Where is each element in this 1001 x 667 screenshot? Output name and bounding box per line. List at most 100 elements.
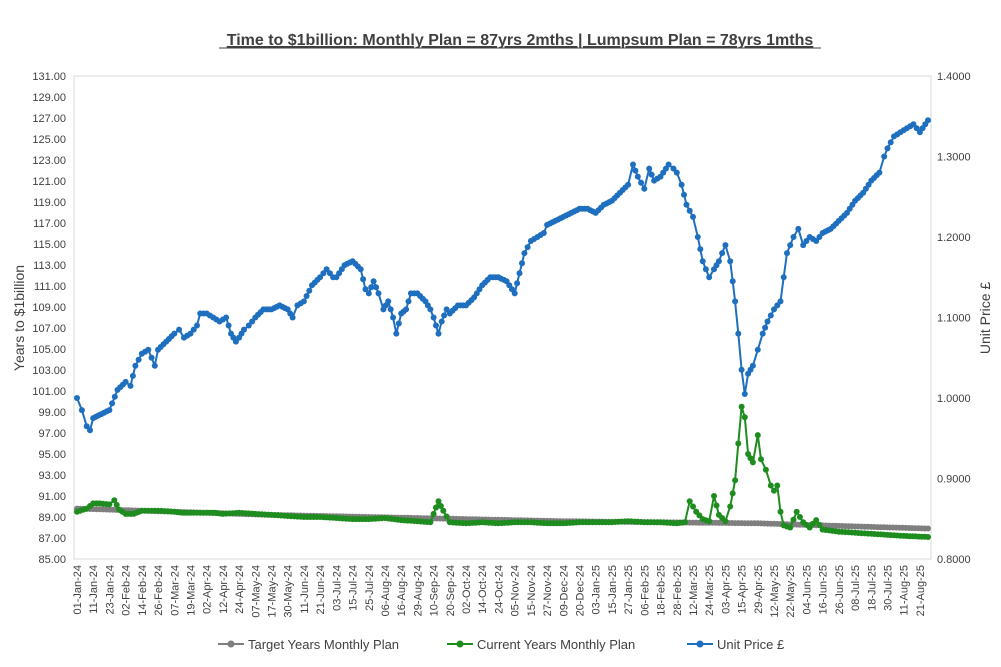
data-point <box>373 284 380 291</box>
data-point <box>113 501 120 508</box>
legend-marker <box>696 640 704 648</box>
data-point <box>306 287 313 294</box>
x-tick-label: 30-May-24 <box>283 565 295 618</box>
data-point <box>713 502 720 509</box>
x-tick-label: 16-Aug-24 <box>396 565 408 616</box>
data-point <box>519 260 525 267</box>
data-point <box>759 330 766 337</box>
x-tick-label: 12-Apr-24 <box>218 565 230 614</box>
x-tick-label: 17-May-24 <box>267 565 279 618</box>
data-point <box>706 274 713 281</box>
data-point <box>735 440 742 447</box>
series-1 <box>74 403 931 540</box>
data-point <box>232 338 239 345</box>
y-tick-label: 89.00 <box>38 512 66 524</box>
data-point <box>790 234 797 240</box>
data-point <box>741 414 748 421</box>
x-tick-label: 18-Feb-25 <box>656 565 668 616</box>
data-point <box>223 314 230 321</box>
data-point <box>430 510 437 517</box>
data-point <box>362 286 369 293</box>
x-tick-label: 25-Jul-24 <box>364 565 376 611</box>
data-point <box>145 346 152 353</box>
data-point <box>738 366 745 373</box>
data-point <box>368 284 375 291</box>
data-point <box>686 498 693 505</box>
x-tick-label: 15-Jan-25 <box>607 565 619 615</box>
x-tick-label: 15-Nov-24 <box>526 565 538 616</box>
x-tick-label: 07-Mar-24 <box>169 565 181 616</box>
data-point <box>796 514 803 520</box>
data-point <box>925 525 931 532</box>
x-tick-label: 11-Aug-25 <box>899 565 911 616</box>
data-point <box>699 258 706 265</box>
data-point <box>887 139 894 146</box>
y-axis-ticks: 131.00 129.00 127.00 125.00 123.00 121.00 119.… <box>32 71 66 566</box>
x-tick-label: 10-Sep-24 <box>429 565 441 616</box>
y-tick-label: 113.00 <box>33 260 66 272</box>
x-tick-label: 02-Oct-24 <box>461 565 473 614</box>
data-point <box>360 276 367 283</box>
x-tick-label: 27-Jan-25 <box>623 565 635 615</box>
data-point <box>129 372 136 379</box>
data-point <box>690 213 696 220</box>
data-point <box>427 306 434 313</box>
data-point <box>787 242 794 249</box>
x-tick-label: 08-Jul-25 <box>850 565 862 611</box>
x-tick-label: 12-Mar-25 <box>688 565 700 616</box>
data-point <box>741 391 748 397</box>
x-tick-label: 07-May-24 <box>250 565 262 618</box>
y2-tick-label: 0.9000 <box>937 474 971 486</box>
data-point <box>365 290 372 297</box>
y2-tick-label: 1.3000 <box>937 152 971 164</box>
x-tick-label: 29-Apr-25 <box>753 565 765 614</box>
data-point <box>910 121 917 128</box>
y-tick-label: 91.00 <box>38 491 66 503</box>
data-point <box>357 266 364 273</box>
data-point <box>738 403 745 410</box>
data-point <box>681 191 687 198</box>
data-point <box>913 125 920 132</box>
data-point <box>727 258 734 265</box>
data-point <box>395 320 402 327</box>
data-point <box>758 456 764 463</box>
data-point <box>524 244 531 251</box>
data-point <box>646 165 653 172</box>
data-point <box>780 274 787 281</box>
x-tick-label: 15-Apr-25 <box>737 565 749 614</box>
data-point <box>762 466 769 473</box>
y-tick-label: 93.00 <box>38 470 66 482</box>
chart-title: Time to $1billion: Monthly Plan = 87yrs … <box>227 32 814 49</box>
x-tick-label: 21-Aug-25 <box>915 565 927 616</box>
x-tick-label: 24-Oct-24 <box>493 565 505 614</box>
x-tick-label: 14-Oct-24 <box>477 565 489 614</box>
data-point <box>787 524 794 531</box>
x-tick-label: 19-Mar-24 <box>185 565 197 616</box>
data-point <box>686 207 693 214</box>
data-point <box>433 504 439 511</box>
x-tick-label: 23-Jan-24 <box>104 565 116 615</box>
data-point <box>641 185 648 192</box>
data-point <box>443 513 450 520</box>
data-point <box>176 326 183 333</box>
x-tick-label: 06-Aug-24 <box>380 565 392 616</box>
data-point <box>385 298 392 305</box>
data-point <box>925 534 931 540</box>
data-point <box>78 407 85 414</box>
y2-tick-label: 1.0000 <box>937 393 971 405</box>
x-axis-ticks: 01-Jan-24 11-Jan-24 23-Jan-24 02-Feb-24 14-F… <box>72 565 927 618</box>
y-tick-label: 117.00 <box>33 218 66 230</box>
data-point <box>109 400 116 407</box>
x-tick-label: 03-Apr-25 <box>720 565 732 614</box>
data-point <box>630 161 636 168</box>
y-axis-title: Years to $1billion <box>11 265 27 371</box>
data-point <box>375 290 382 297</box>
legend-label: Target Years Monthly Plan <box>248 637 399 652</box>
data-point <box>719 250 726 257</box>
x-tick-label: 12-May-25 <box>769 565 781 618</box>
data-point <box>790 516 797 523</box>
y-tick-label: 85.00 <box>38 554 66 566</box>
legend-label: Unit Price £ <box>717 637 785 652</box>
x-tick-label: 02-Apr-24 <box>202 565 214 614</box>
data-point <box>135 356 142 363</box>
